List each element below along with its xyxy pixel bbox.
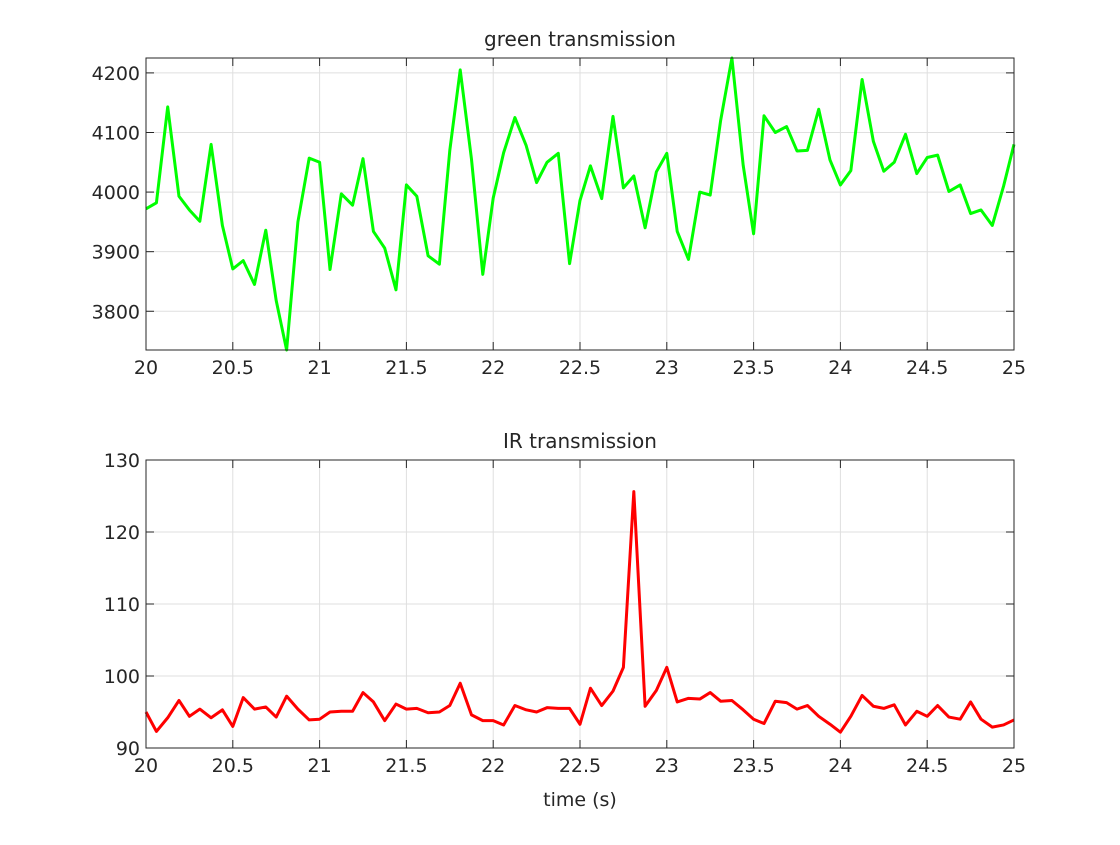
- chart1-xlabel: time (s): [543, 789, 617, 811]
- chart1-xtick-label-6: 23: [655, 755, 679, 777]
- chart0-xtick-label-4: 22: [481, 357, 505, 379]
- chart1-ytick-label-4: 130: [104, 450, 140, 472]
- chart1-xtick-label-4: 22: [481, 755, 505, 777]
- chart1-xtick-label-3: 21.5: [385, 755, 427, 777]
- chart0-title: green transmission: [484, 27, 676, 51]
- chart0-xtick-label-10: 25: [1002, 357, 1026, 379]
- chart0-xtick-label-8: 24: [828, 357, 852, 379]
- chart0-ytick-label-4: 4200: [92, 63, 140, 85]
- chart0-xtick-label-5: 22.5: [559, 357, 601, 379]
- chart1-xtick-label-10: 25: [1002, 755, 1026, 777]
- chart0-ytick-label-0: 3800: [92, 301, 140, 323]
- chart0-xtick-label-0: 20: [134, 357, 158, 379]
- chart1-xtick-label-1: 20.5: [212, 755, 254, 777]
- green-transmission-panel: 20 20.5 21 21.5 22 22.5 23 23.5 24 24.5 25 3800 3900…: [92, 27, 1026, 379]
- chart1-ytick-label-2: 110: [104, 594, 140, 616]
- chart1-xtick-label-9: 24.5: [906, 755, 948, 777]
- chart1-xtick-label-7: 23.5: [732, 755, 774, 777]
- chart1-series-line: [144, 490, 1015, 734]
- chart0-ytick-label-3: 4100: [92, 122, 140, 144]
- chart0-ytick-label-1: 3900: [92, 242, 140, 264]
- chart1-xtick-label-2: 21: [308, 755, 332, 777]
- chart0-xtick-label-1: 20.5: [212, 357, 254, 379]
- chart1-title: IR transmission: [503, 429, 657, 453]
- chart0-series-line: [145, 56, 1016, 352]
- chart0-xtick-label-6: 23: [655, 357, 679, 379]
- ir-transmission-panel: 20 20.5 21 21.5 22 22.5 23 23.5 24 24.5 25 90 100 110…: [104, 429, 1026, 811]
- chart1-xtick-label-8: 24: [828, 755, 852, 777]
- chart0-xtick-label-7: 23.5: [732, 357, 774, 379]
- chart0-xtick-label-3: 21.5: [385, 357, 427, 379]
- chart0-ytick-label-2: 4000: [92, 182, 140, 204]
- chart1-xtick-label-0: 20: [134, 755, 158, 777]
- chart1-xtick-label-5: 22.5: [559, 755, 601, 777]
- chart1-ytick-label-1: 100: [104, 666, 140, 688]
- chart1-ytick-label-0: 90: [116, 738, 140, 760]
- chart0-xtick-label-9: 24.5: [906, 357, 948, 379]
- chart1-ytick-label-3: 120: [104, 522, 140, 544]
- chart0-xtick-label-2: 21: [308, 357, 332, 379]
